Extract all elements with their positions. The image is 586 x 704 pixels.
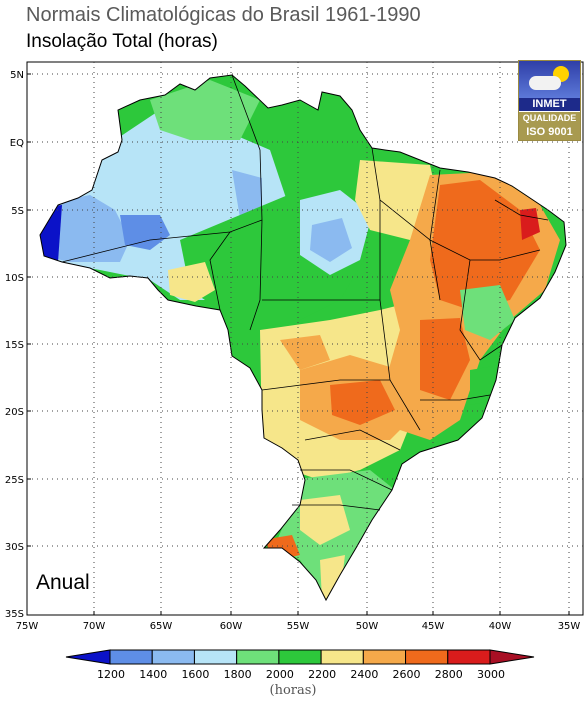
lon-label-55w: 55W xyxy=(287,621,310,632)
lat-label-15s: 15S xyxy=(5,340,24,351)
lat-label-30s: 30S xyxy=(5,542,24,553)
cloud-icon xyxy=(529,76,561,90)
legend-level-label: 1600 xyxy=(181,668,209,681)
legend-swatch xyxy=(193,649,238,665)
legend-swatch xyxy=(320,649,364,665)
legend-high-arrow xyxy=(489,649,535,665)
logo-certification: ISO 9001 xyxy=(519,125,580,140)
lat-label-25s: 25S xyxy=(5,475,24,486)
legend-level-label: 2800 xyxy=(435,668,463,681)
lat-label-35s: 35S xyxy=(5,609,24,620)
legend-swatch xyxy=(405,649,449,665)
legend-level-label: 1400 xyxy=(139,668,167,681)
legend-swatch xyxy=(236,649,280,665)
legend-level-label: 2400 xyxy=(350,668,378,681)
legend-level-label: 2000 xyxy=(266,668,294,681)
lon-label-40w: 40W xyxy=(489,621,512,632)
color-legend-bar xyxy=(65,649,535,665)
legend-units: (horas) xyxy=(269,683,317,698)
legend-level-label: 2600 xyxy=(393,668,421,681)
lon-label-65w: 65W xyxy=(150,621,173,632)
lon-label-70w: 70W xyxy=(83,621,106,632)
legend-level-label: 3000 xyxy=(477,668,505,681)
legend-level-label: 1800 xyxy=(224,668,252,681)
color-legend-labels: 1200 1400 1600 1800 2000 2200 2400 2600 2800 3000 xyxy=(97,668,505,681)
lat-label-eq: EQ xyxy=(10,138,24,149)
lon-label-35w: 35W xyxy=(558,621,581,632)
season-label: Anual xyxy=(36,571,90,594)
legend-swatch xyxy=(447,649,491,665)
legend-low-arrow xyxy=(65,649,111,665)
map-subtitle: Insolação Total (horas) xyxy=(26,31,218,52)
lon-label-60w: 60W xyxy=(220,621,243,632)
lat-label-5n: 5N xyxy=(10,70,24,81)
logo-quality: QUALIDADE xyxy=(519,112,580,125)
lat-label-10s: 10S xyxy=(5,273,24,284)
lat-label-20s: 20S xyxy=(5,407,24,418)
logo-name: INMET xyxy=(519,98,580,111)
lon-label-45w: 45W xyxy=(422,621,445,632)
legend-swatch xyxy=(109,649,153,665)
legend-level-label: 2200 xyxy=(308,668,336,681)
inmet-logo: INMET QUALIDADE ISO 9001 xyxy=(518,60,581,141)
lon-label-75w: 75W xyxy=(16,621,39,632)
legend-swatch xyxy=(362,649,407,665)
legend-level-label: 1200 xyxy=(97,668,125,681)
legend-swatch xyxy=(151,649,195,665)
map-title: Normais Climatológicas do Brasil 1961-19… xyxy=(26,4,421,26)
legend-swatch xyxy=(278,649,322,665)
lat-label-5s: 5S xyxy=(11,206,24,217)
lon-label-50w: 50W xyxy=(356,621,379,632)
